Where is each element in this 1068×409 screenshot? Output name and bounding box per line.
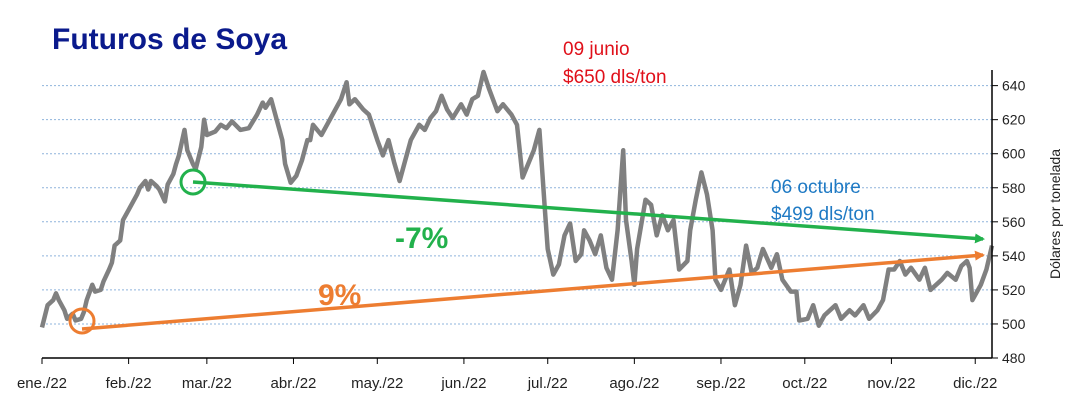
trend-arrow [81,250,985,331]
y-tick-label: 640 [1002,78,1026,94]
x-tick-label: abr./22 [271,375,317,392]
y-tick-label: 580 [1002,180,1026,196]
chart-title: Futuros de Soya [52,23,287,56]
x-tick-label: feb./22 [106,375,152,392]
trend-arrow [192,180,985,244]
x-tick-label: oct./22 [782,375,827,392]
annotation: 06 octubre [771,177,861,198]
x-tick-label: may./22 [351,375,403,392]
y-tick-label: 560 [1002,214,1026,230]
x-tick-label: nov./22 [867,375,915,392]
x-tick-label: dic./22 [953,375,997,392]
y-tick-label: 520 [1002,282,1026,298]
x-tick-label: jul./22 [527,375,568,392]
annotation: -7% [395,222,448,255]
y-tick-label: 480 [1002,350,1026,366]
annotation: 9% [318,279,361,312]
y-tick-label: 540 [1002,248,1026,264]
annotation: 09 junio [563,39,630,60]
price-line [39,69,995,328]
x-tick-label: mar./22 [182,375,232,392]
highlight-circle [179,168,207,196]
y-tick-label: 500 [1002,316,1026,332]
x-tick-label: ene./22 [17,375,67,392]
x-tick-label: sep./22 [696,375,745,392]
annotation: $499 dls/ton [771,204,875,225]
plot [39,69,995,328]
y-tick-label: 620 [1002,112,1026,128]
highlight-circle [68,307,96,335]
x-tick-label: ago./22 [609,375,659,392]
y-tick-label: 600 [1002,146,1026,162]
y-axis-label: Dólares por tonelada [1047,149,1063,279]
x-tick-label: jun./22 [440,375,486,392]
annotation: $650 dls/ton [563,67,667,88]
